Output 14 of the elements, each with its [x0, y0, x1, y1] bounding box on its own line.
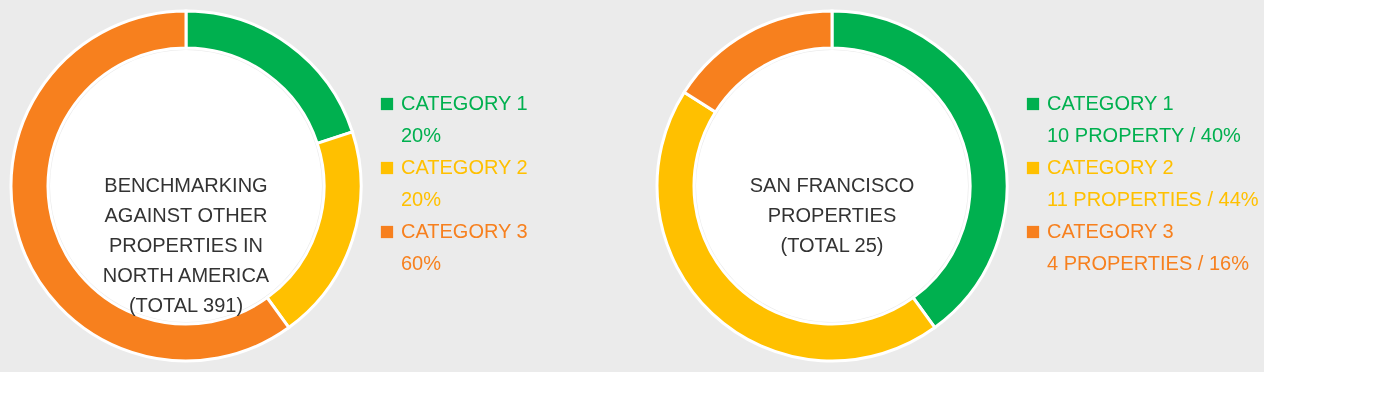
legend-label: CATEGORY 1 — [401, 92, 528, 114]
legend-label: CATEGORY 2 — [401, 156, 528, 178]
text: SAN FRANCISCO PROPERTIES (TOTAL 25) — [749, 174, 915, 256]
legend-label: CATEGORY 2 — [1047, 156, 1174, 178]
data-label: 20% — [401, 124, 442, 146]
data-label: 4 PROPERTIES / 16% — [1047, 252, 1250, 274]
legend-label: CATEGORY 3 — [1047, 220, 1174, 242]
legend-label: CATEGORY 3 — [401, 220, 528, 242]
data-label: 10 PROPERTY / 40% — [1047, 124, 1242, 146]
text: BENCHMARKING AGAINST OTHER PROPERTIES IN NORTH AMERICA (TOTAL 391) — [102, 174, 270, 316]
data-label: 60% — [401, 252, 442, 274]
data-label: 20% — [401, 188, 442, 210]
legend-label: CATEGORY 1 — [1047, 92, 1174, 114]
data-label: 11 PROPERTIES / 44% — [1047, 188, 1259, 210]
